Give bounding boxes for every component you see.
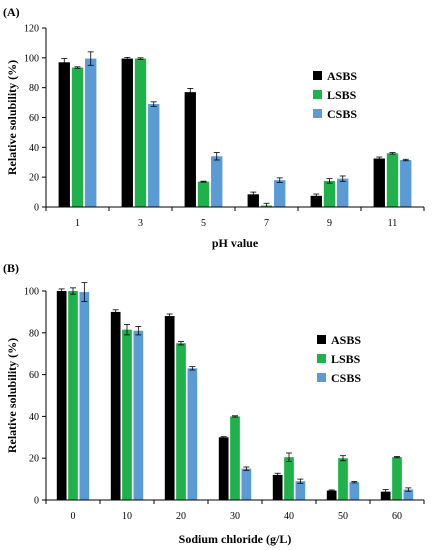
x-tick-label: 60 [392, 511, 402, 522]
y-tick-label: 0 [34, 496, 39, 507]
bar [403, 489, 414, 500]
bar [380, 491, 391, 500]
bar [230, 416, 240, 500]
x-tick-label: 10 [122, 511, 132, 522]
x-tick-label: 9 [327, 218, 332, 229]
bar [218, 437, 229, 500]
y-tick-label: 60 [29, 113, 39, 124]
legend-label: ASBS [327, 69, 357, 83]
bar [211, 156, 223, 207]
x-tick-label: 7 [264, 218, 269, 229]
bar [71, 67, 84, 207]
y-tick-label: 80 [29, 83, 39, 94]
legend-label: LSBS [327, 88, 357, 102]
bar [58, 62, 70, 207]
legend-swatch [317, 335, 326, 344]
bar [197, 181, 210, 207]
legend-swatch [317, 373, 326, 382]
y-tick-label: 120 [24, 24, 39, 35]
bar [326, 490, 337, 500]
x-tick-label: 0 [71, 511, 76, 522]
bar [184, 92, 196, 207]
bar [110, 311, 121, 500]
y-tick-label: 100 [24, 287, 39, 298]
bar [56, 291, 67, 500]
x-tick-label: 1 [75, 218, 80, 229]
bar [373, 158, 385, 207]
bar [274, 180, 286, 207]
legend-label: ASBS [331, 333, 361, 347]
bar [392, 457, 402, 500]
y-tick-label: 100 [24, 53, 39, 64]
legend-swatch [317, 354, 326, 363]
bar [79, 292, 90, 500]
legend-swatch [313, 109, 322, 118]
chart-1: (B) 0 20 40 60 80 100 0 10 20 30 40 50 60 Sodium chlor… [3, 261, 425, 546]
x-tick-label: 5 [201, 218, 206, 229]
bar [400, 160, 412, 207]
bar [295, 481, 306, 500]
legend-swatch [313, 71, 322, 80]
bar [338, 458, 348, 500]
legend-label: LSBS [331, 352, 361, 366]
y-tick-label: 0 [34, 203, 39, 214]
bar [349, 482, 360, 500]
bar [133, 330, 144, 500]
x-axis-label: Sodium chloride (g/L) [179, 532, 292, 546]
bar [241, 468, 252, 500]
x-axis-label: pH value [212, 236, 259, 250]
y-tick-label: 60 [29, 370, 39, 381]
bar [68, 291, 78, 500]
bar [272, 474, 283, 500]
bar [187, 368, 198, 500]
y-tick-label: 40 [29, 412, 39, 423]
legend-label: CSBS [327, 107, 357, 121]
x-tick-label: 11 [388, 218, 398, 229]
y-axis-label: Relative solubility (%) [5, 338, 19, 453]
bar [148, 104, 160, 207]
bar [284, 457, 294, 500]
x-tick-label: 20 [176, 511, 186, 522]
x-tick-label: 40 [284, 511, 294, 522]
y-axis-label: Relative solubility (%) [5, 60, 19, 175]
chart-0: (A) 0 20 40 60 80 100 120 1 3 5 7 9 11 pH value Relativ… [3, 5, 425, 250]
x-tick-label: 50 [338, 511, 348, 522]
bar [122, 329, 132, 500]
x-tick-label: 3 [138, 218, 143, 229]
bar [164, 316, 175, 500]
bar [121, 58, 133, 208]
legend-swatch [313, 90, 322, 99]
bar [386, 153, 399, 207]
panel-label: (A) [3, 5, 20, 19]
legend-label: CSBS [331, 371, 361, 385]
y-tick-label: 20 [29, 454, 39, 465]
bar [337, 178, 349, 207]
bar [85, 58, 97, 208]
bar [323, 180, 336, 207]
x-tick-label: 30 [230, 511, 240, 522]
panel-label: (B) [3, 261, 19, 275]
bar [176, 343, 186, 500]
bar [310, 195, 322, 207]
bar [247, 194, 259, 207]
y-tick-label: 40 [29, 143, 39, 154]
y-tick-label: 80 [29, 328, 39, 339]
bar [134, 58, 147, 208]
y-tick-label: 20 [29, 173, 39, 184]
